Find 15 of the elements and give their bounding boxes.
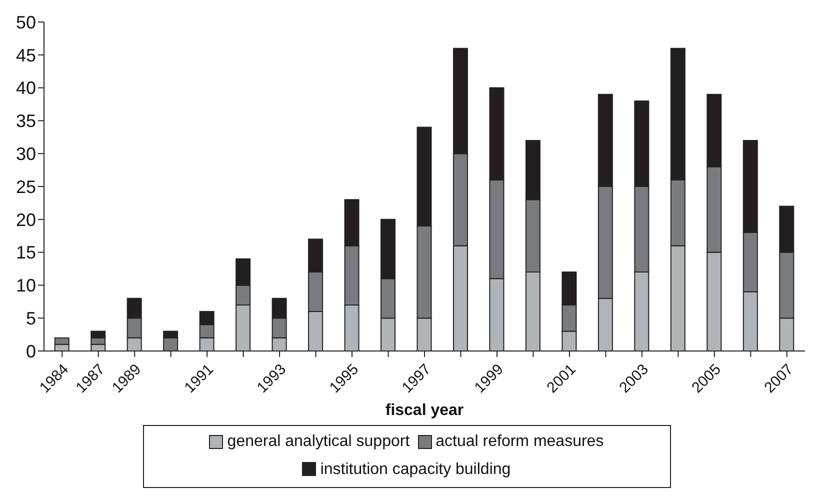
y-tick-label: 30	[16, 144, 36, 164]
y-tick-label: 50	[16, 12, 36, 32]
y-tick-label: 10	[16, 276, 36, 296]
y-tick-label: 0	[26, 341, 36, 362]
y-tick-label: 15	[16, 242, 36, 263]
legend-label: general analytical support	[227, 432, 410, 452]
y-tick-label: 25	[16, 176, 36, 197]
y-tick-label: 35	[16, 111, 36, 132]
legend-label: actual reform measures	[436, 432, 604, 452]
legend-label: institution capacity building	[320, 460, 511, 480]
x-axis-title: fiscal year	[385, 402, 464, 419]
y-tick-label: 5	[26, 308, 36, 328]
y-tick-label: 45	[16, 45, 36, 66]
y-tick-label: 40	[16, 78, 36, 98]
y-tick-label: 20	[16, 210, 36, 230]
